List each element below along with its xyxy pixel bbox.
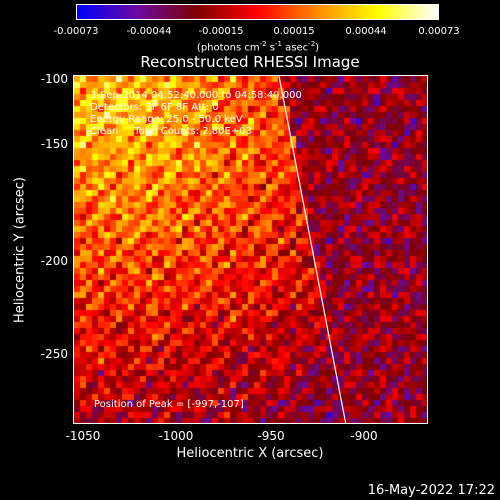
plot-title: Reconstructed RHESSI Image <box>140 53 360 71</box>
y-tick-label: -200 <box>40 254 68 268</box>
y-axis-label: Heliocentric Y (arcsec) <box>12 177 28 323</box>
colorbar-tick: 0.00015 <box>273 26 315 37</box>
info-clean-counts: Clean Total Counts: 2.80E+03 <box>90 126 252 137</box>
colorbar-tick: -0.00073 <box>53 26 99 37</box>
y-tick-label: -100 <box>40 72 68 86</box>
colorbar-tick: -0.00015 <box>198 26 244 37</box>
x-tick-label: -1000 <box>158 429 194 443</box>
colorbar <box>76 4 439 20</box>
info-time-range: 3-Sep-2014 04:52:40.000 to 04:58:40.000 <box>90 90 302 101</box>
colorbar-tick: 0.00073 <box>418 26 460 37</box>
colorbar-units: (photons cm-2 s-1 asec-2) <box>196 40 320 54</box>
y-tick-label: -250 <box>40 347 68 361</box>
x-axis-label: Heliocentric X (arcsec) <box>176 446 324 461</box>
limb-line <box>278 76 347 423</box>
info-detectors: Detectors: 3F 6F 8F Att: 0 <box>90 102 219 113</box>
x-tick-label: -1050 <box>65 429 101 443</box>
plot-area: 3-Sep-2014 04:52:40.000 to 04:58:40.000 … <box>73 75 428 424</box>
info-energy-range: Energy Range: 25.0 - 50.0 keV <box>90 114 243 125</box>
x-tick-label: -900 <box>350 429 378 443</box>
timestamp: 16-May-2022 17:22 <box>367 483 495 498</box>
rhessi-image-heatmap <box>74 76 427 423</box>
colorbar-tick: -0.00044 <box>126 26 172 37</box>
colorbar-tick: 0.00044 <box>345 26 387 37</box>
x-tick-label: -950 <box>257 429 285 443</box>
y-tick-label: -150 <box>40 137 68 151</box>
info-peak-position: Position of Peak = [-997,-107] <box>94 399 244 410</box>
